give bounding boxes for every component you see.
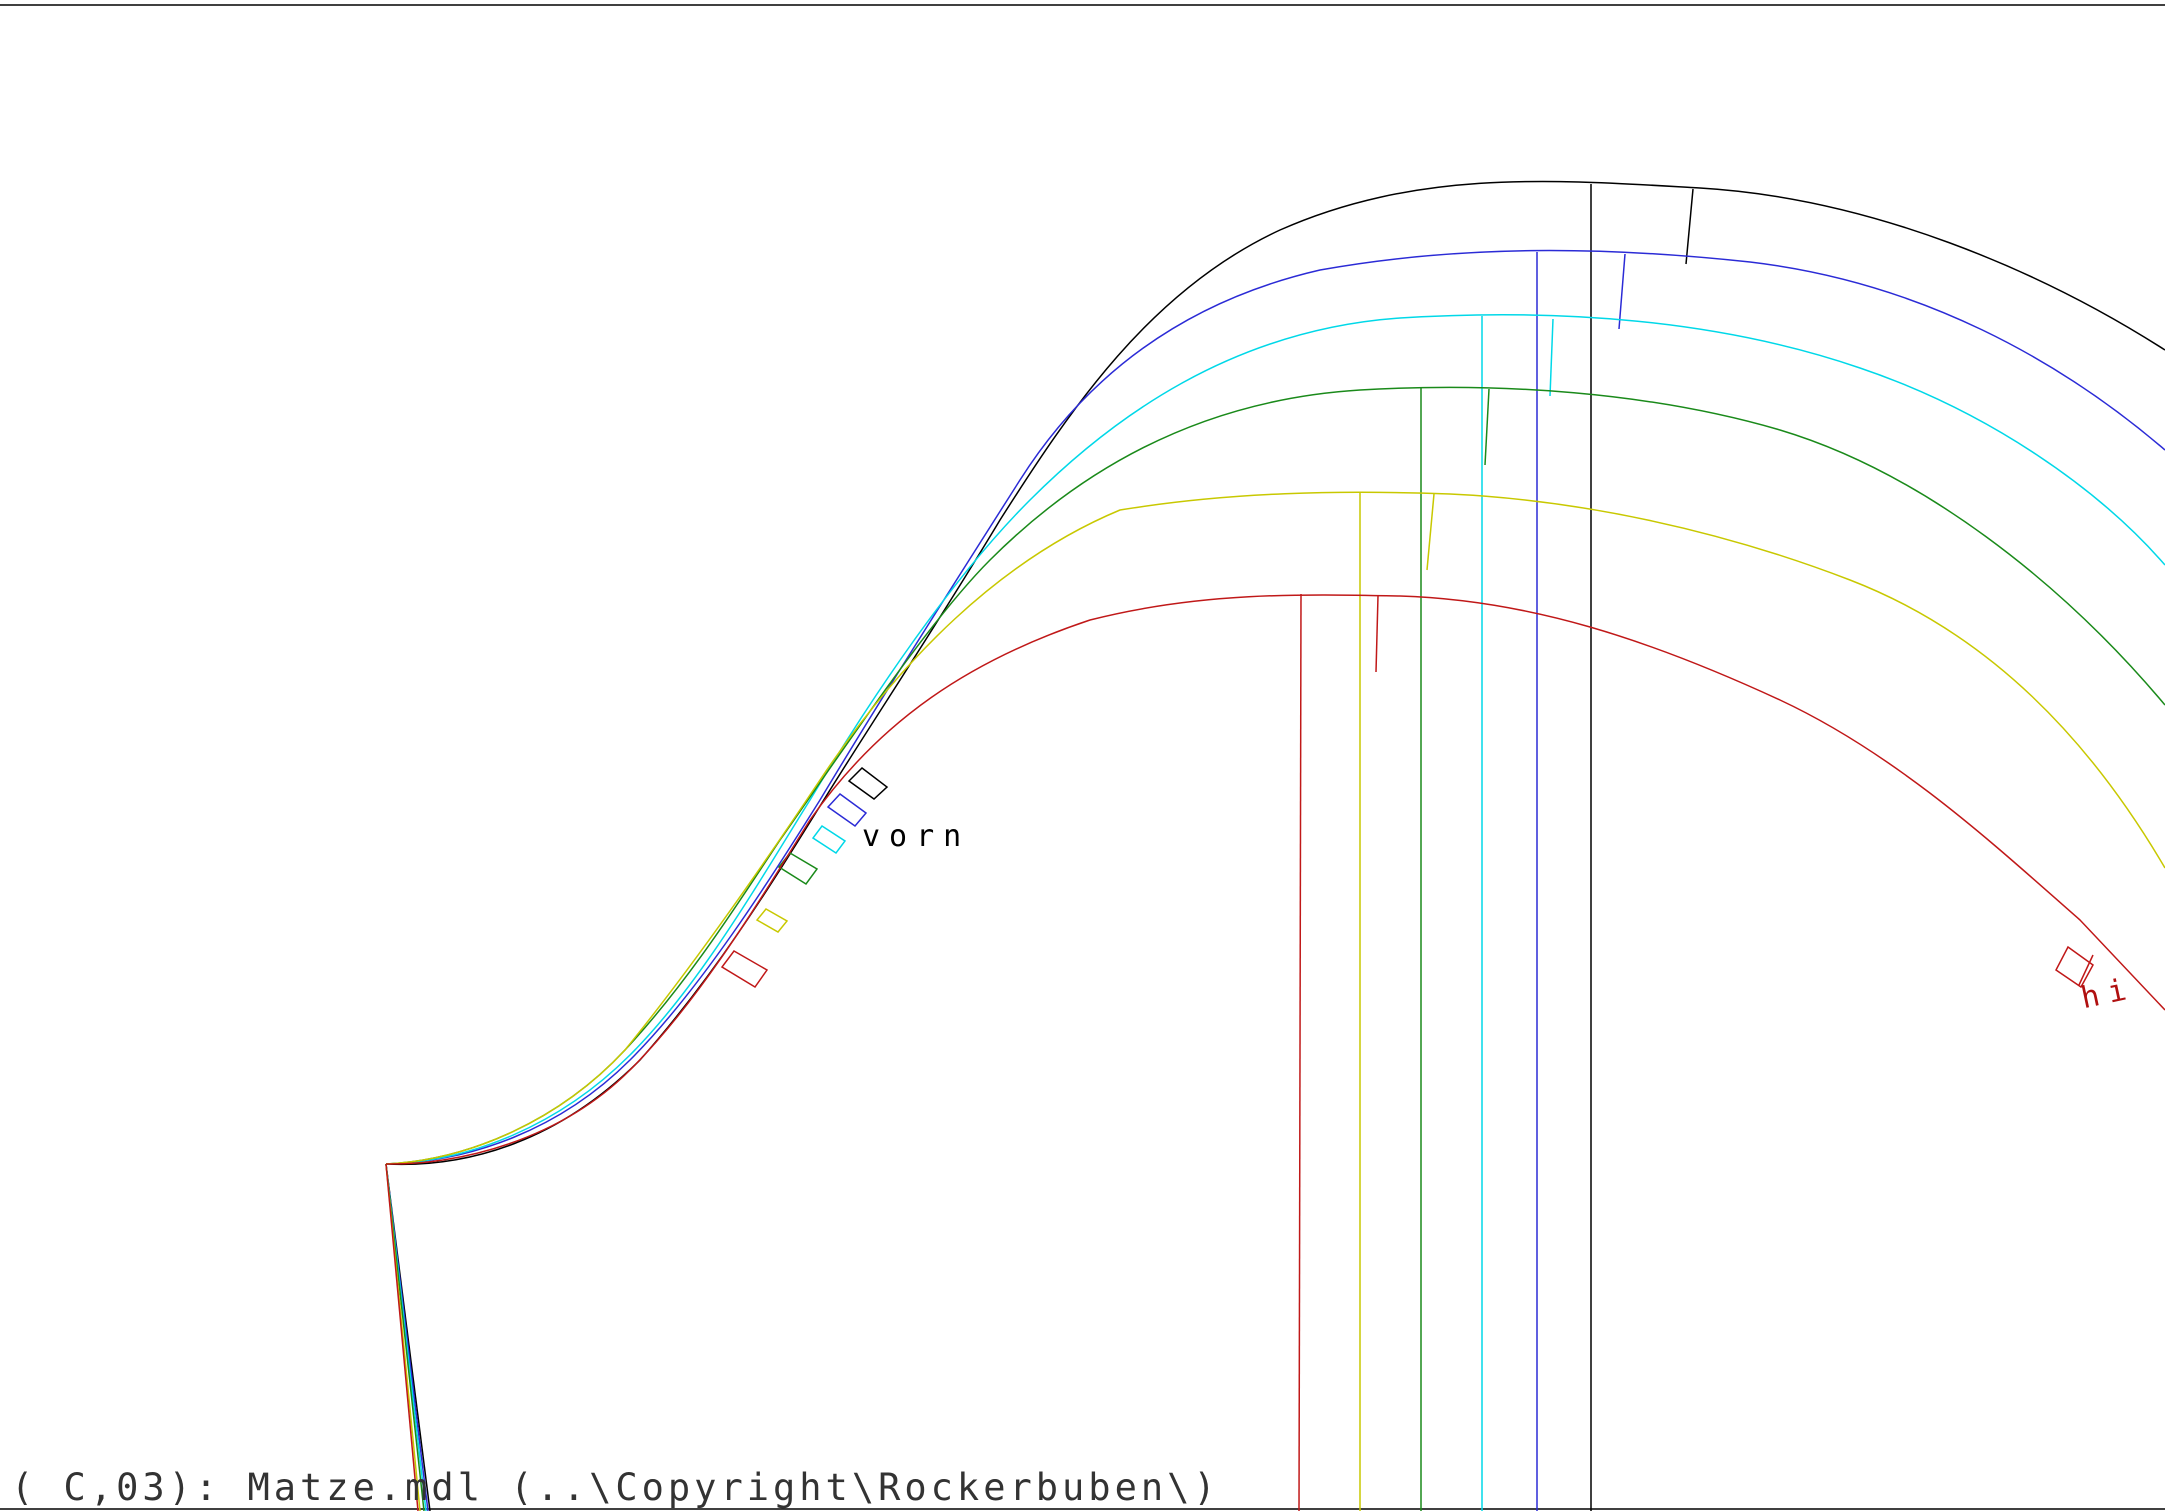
front-edge-red	[385, 1163, 419, 1511]
notch-top-blue	[1618, 253, 1626, 330]
notch-box-cyan	[811, 824, 847, 855]
notch-top-yellow	[1426, 493, 1435, 571]
notch-box-yellow	[755, 908, 789, 933]
notch-box-red-back	[2055, 945, 2094, 989]
armhole-curve-cyan	[385, 314, 2165, 1165]
back-notch-red	[2078, 954, 2094, 986]
notch-top-green	[1484, 388, 1490, 466]
notch-top-cyan	[1549, 318, 1554, 397]
notch-box-red	[720, 950, 769, 989]
armhole-curve-green	[385, 386, 2165, 1165]
armhole-curve-blue	[385, 249, 2165, 1165]
notch-box-green	[777, 852, 819, 886]
pattern-size-yellow	[385, 491, 2165, 1511]
pattern-size-black	[385, 180, 2165, 1511]
notch-box-black	[847, 767, 889, 800]
status-line: ( C,03): Matze.mdl (..\Copyright\Rockerb…	[11, 1466, 1220, 1509]
notch-top-black	[1685, 188, 1694, 265]
notch-box-blue	[826, 792, 868, 828]
pattern-size-red	[385, 593, 2165, 1511]
notch-top-red	[1375, 595, 1379, 673]
armhole-curve-red	[385, 594, 2165, 1165]
armhole-curve-black	[385, 180, 2165, 1166]
pattern-size-blue	[385, 249, 2165, 1511]
grainline-red	[1298, 593, 1302, 1511]
armhole-curve-yellow	[385, 491, 2165, 1165]
front-label: vorn	[862, 819, 971, 854]
pattern-size-green	[385, 386, 2165, 1511]
